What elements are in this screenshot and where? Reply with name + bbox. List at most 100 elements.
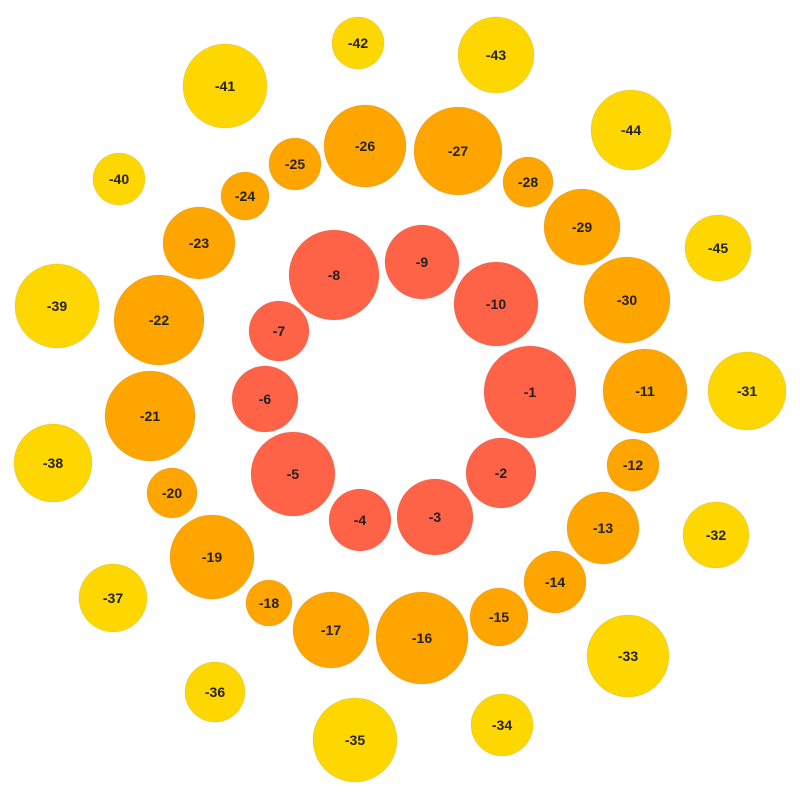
bubble-inner[interactable]: -2 — [465, 437, 537, 509]
bubble-label: -43 — [486, 47, 506, 63]
bubble-outer[interactable]: -39 — [14, 263, 100, 349]
bubble-middle[interactable]: -28 — [502, 156, 554, 208]
bubble-middle[interactable]: -19 — [169, 514, 255, 600]
bubble-label: -6 — [259, 391, 272, 407]
bubble-circle[interactable] — [104, 370, 196, 462]
bubble-circle[interactable] — [245, 579, 293, 627]
bubble-inner[interactable]: -1 — [483, 345, 577, 439]
bubble-middle[interactable]: -16 — [375, 591, 469, 685]
bubble-circle[interactable] — [606, 438, 660, 492]
bubble-middle[interactable]: -25 — [268, 137, 322, 191]
bubble-outer[interactable]: -40 — [92, 152, 146, 206]
bubble-middle[interactable]: -18 — [245, 579, 293, 627]
bubble-inner[interactable]: -10 — [453, 261, 539, 347]
bubble-outer[interactable]: -34 — [470, 693, 534, 757]
bubble-circle[interactable] — [583, 256, 671, 344]
bubble-middle[interactable]: -20 — [146, 467, 198, 519]
bubble-circle[interactable] — [328, 488, 392, 552]
bubble-outer[interactable]: -36 — [184, 661, 246, 723]
bubble-circle[interactable] — [586, 614, 670, 698]
bubble-inner[interactable]: -3 — [396, 478, 474, 556]
bubble-label: -10 — [486, 296, 506, 312]
bubble-middle[interactable]: -30 — [583, 256, 671, 344]
bubble-middle[interactable]: -24 — [220, 171, 270, 221]
bubble-circle[interactable] — [465, 437, 537, 509]
bubble-middle[interactable]: -23 — [162, 206, 236, 280]
bubble-circle[interactable] — [288, 229, 380, 321]
bubble-middle[interactable]: -12 — [606, 438, 660, 492]
bubble-inner[interactable]: -6 — [231, 365, 299, 433]
bubble-circle[interactable] — [250, 431, 336, 517]
bubble-outer[interactable]: -38 — [13, 423, 93, 503]
bubble-circle[interactable] — [146, 467, 198, 519]
bubble-circle[interactable] — [375, 591, 469, 685]
bubbles-group: -1 -2 -3 -4 -5 -6 -7 -8 -9 -10 -11 -12 -13 -14 -15 -16 -… — [13, 16, 787, 783]
bubble-outer[interactable]: -41 — [182, 43, 268, 129]
bubble-circle[interactable] — [184, 661, 246, 723]
bubble-middle[interactable]: -29 — [543, 188, 621, 266]
bubble-outer[interactable]: -44 — [590, 89, 672, 171]
bubble-circle[interactable] — [78, 563, 148, 633]
bubble-outer[interactable]: -33 — [586, 614, 670, 698]
bubble-outer[interactable]: -37 — [78, 563, 148, 633]
bubble-circle[interactable] — [220, 171, 270, 221]
bubble-circle[interactable] — [268, 137, 322, 191]
bubble-outer[interactable]: -43 — [457, 16, 535, 94]
bubble-inner[interactable]: -9 — [384, 224, 460, 300]
bubble-middle[interactable]: -21 — [104, 370, 196, 462]
bubble-inner[interactable]: -7 — [248, 300, 310, 362]
bubble-middle[interactable]: -11 — [602, 348, 688, 434]
bubble-circle[interactable] — [483, 345, 577, 439]
bubble-middle[interactable]: -15 — [469, 587, 529, 647]
bubble-label: -2 — [495, 465, 508, 481]
bubble-circle[interactable] — [323, 104, 407, 188]
bubble-inner[interactable]: -5 — [250, 431, 336, 517]
bubble-circle[interactable] — [413, 106, 503, 196]
bubble-outer[interactable]: -32 — [682, 501, 750, 569]
bubble-middle[interactable]: -26 — [323, 104, 407, 188]
bubble-circle[interactable] — [469, 587, 529, 647]
bubble-middle[interactable]: -27 — [413, 106, 503, 196]
bubble-circle[interactable] — [453, 261, 539, 347]
bubble-circle[interactable] — [602, 348, 688, 434]
bubble-label: -4 — [354, 512, 367, 528]
bubble-outer[interactable]: -31 — [707, 351, 787, 431]
bubble-circle[interactable] — [684, 214, 752, 282]
bubble-label: -26 — [355, 138, 375, 154]
bubble-middle[interactable]: -17 — [292, 591, 370, 669]
bubble-circle[interactable] — [590, 89, 672, 171]
bubble-circle[interactable] — [13, 423, 93, 503]
bubble-circle[interactable] — [169, 514, 255, 600]
bubble-circle[interactable] — [113, 274, 205, 366]
bubble-circle[interactable] — [248, 300, 310, 362]
bubble-circle[interactable] — [312, 697, 398, 783]
bubble-label: -39 — [47, 298, 67, 314]
bubble-circle[interactable] — [682, 501, 750, 569]
bubble-middle[interactable]: -14 — [523, 550, 587, 614]
bubble-outer[interactable]: -45 — [684, 214, 752, 282]
bubble-circle[interactable] — [457, 16, 535, 94]
bubble-circle[interactable] — [543, 188, 621, 266]
bubble-inner[interactable]: -4 — [328, 488, 392, 552]
bubble-circle[interactable] — [384, 224, 460, 300]
bubble-circle[interactable] — [470, 693, 534, 757]
bubble-inner[interactable]: -8 — [288, 229, 380, 321]
bubble-circle[interactable] — [566, 491, 640, 565]
bubble-circle[interactable] — [162, 206, 236, 280]
bubble-circle[interactable] — [331, 16, 385, 70]
bubble-circle[interactable] — [92, 152, 146, 206]
bubble-circle[interactable] — [396, 478, 474, 556]
bubble-circle[interactable] — [523, 550, 587, 614]
bubble-label: -45 — [708, 240, 728, 256]
bubble-middle[interactable]: -22 — [113, 274, 205, 366]
bubble-middle[interactable]: -13 — [566, 491, 640, 565]
bubble-circle[interactable] — [292, 591, 370, 669]
bubble-circle[interactable] — [14, 263, 100, 349]
bubble-circle[interactable] — [707, 351, 787, 431]
bubble-outer[interactable]: -42 — [331, 16, 385, 70]
bubble-label: -25 — [285, 156, 305, 172]
bubble-circle[interactable] — [502, 156, 554, 208]
bubble-outer[interactable]: -35 — [312, 697, 398, 783]
bubble-circle[interactable] — [182, 43, 268, 129]
bubble-circle[interactable] — [231, 365, 299, 433]
